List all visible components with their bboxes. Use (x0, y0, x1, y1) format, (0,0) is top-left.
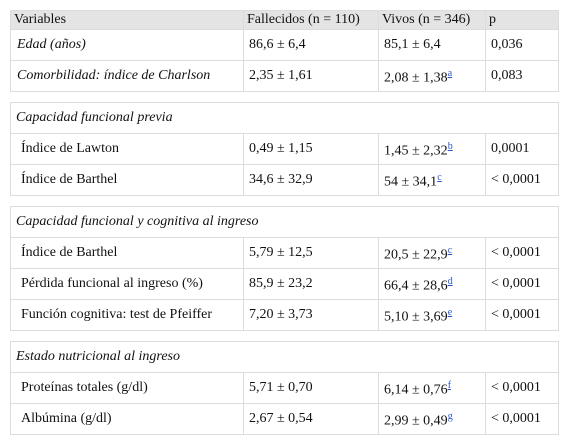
variable-cell: Índice de Lawton (10, 133, 244, 165)
data-row: Índice de Barthel 34,6 ± 32,9 54 ± 34,1c < … (10, 164, 559, 196)
fallecidos-cell: 34,6 ± 32,9 (243, 164, 379, 196)
header-cell: Variables (10, 10, 244, 30)
data-row: Comorbilidad: índice de Charlson 2,35 ± 1… (10, 60, 559, 92)
fallecidos-cell: 5,79 ± 12,5 (243, 237, 379, 269)
vivos-cell: 1,45 ± 2,32b (378, 133, 486, 165)
footnote-link[interactable]: d (447, 275, 453, 287)
p-cell: 0,036 (485, 29, 559, 61)
vivos-cell: 85,1 ± 6,4 (378, 29, 486, 61)
header-cell: p (485, 10, 559, 30)
p-cell: 0,083 (485, 60, 559, 92)
data-row: Pérdida funcional al ingreso (%) 85,9 ± 2… (10, 268, 559, 300)
table-body: Edad (años) 86,6 ± 6,4 85,1 ± 6,4 0,036 Como… (10, 29, 559, 435)
fallecidos-cell: 7,20 ± 3,73 (243, 299, 379, 331)
footnote-ref: d (448, 274, 453, 287)
vivos-value: 66,4 ± 28,6 (384, 278, 448, 294)
header-row: Variables Fallecidos (n = 110) Vivos (n … (10, 10, 559, 30)
fallecidos-cell: 86,6 ± 6,4 (243, 29, 379, 61)
vivos-cell: 2,99 ± 0,49g (378, 403, 486, 435)
spacer-cell (10, 91, 559, 103)
fallecidos-cell: 85,9 ± 23,2 (243, 268, 379, 300)
p-cell: 0,0001 (485, 133, 559, 165)
footnote-link[interactable]: f (447, 379, 452, 391)
results-table: Variables Fallecidos (n = 110) Vivos (n … (10, 10, 559, 435)
footnote-ref: e (448, 305, 452, 318)
data-row: Índice de Barthel 5,79 ± 12,5 20,5 ± 22,9c… (10, 237, 559, 269)
variable-cell: Índice de Barthel (10, 237, 244, 269)
header-cell: Vivos (n = 346) (378, 10, 486, 30)
vivos-cell: 20,5 ± 22,9c (378, 237, 486, 269)
section-title: Capacidad funcional y cognitiva al ingre… (10, 206, 559, 238)
p-cell: < 0,0001 (485, 299, 559, 331)
vivos-value: 2,08 ± 1,38 (384, 70, 448, 86)
data-row: Índice de Lawton 0,49 ± 1,15 1,45 ± 2,32b 0… (10, 133, 559, 165)
section-title: Estado nutricional al ingreso (10, 341, 559, 373)
fallecidos-cell: 0,49 ± 1,15 (243, 133, 379, 165)
footnote-link[interactable]: e (447, 306, 453, 318)
fallecidos-cell: 5,71 ± 0,70 (243, 372, 379, 404)
spacer-cell (10, 330, 559, 342)
variable-cell: Edad (años) (10, 29, 244, 61)
footnote-ref: a (448, 66, 452, 79)
p-cell: < 0,0001 (485, 237, 559, 269)
footnote-ref: f (448, 378, 451, 391)
vivos-cell: 6,14 ± 0,76f (378, 372, 486, 404)
section-row: Capacidad funcional previa (10, 102, 559, 134)
footnote-link[interactable]: a (447, 67, 453, 79)
fallecidos-cell: 2,35 ± 1,61 (243, 60, 379, 92)
footnote-link[interactable]: c (447, 244, 453, 256)
vivos-cell: 66,4 ± 28,6d (378, 268, 486, 300)
footnote-ref: c (448, 243, 452, 256)
variable-cell: Proteínas totales (g/dl) (10, 372, 244, 404)
variable-cell: Pérdida funcional al ingreso (%) (10, 268, 244, 300)
vivos-cell: 5,10 ± 3,69e (378, 299, 486, 331)
p-cell: < 0,0001 (485, 268, 559, 300)
data-row: Función cognitiva: test de Pfeiffer 7,20 … (10, 299, 559, 331)
spacer-row (10, 91, 559, 103)
section-title: Capacidad funcional previa (10, 102, 559, 134)
data-row: Albúmina (g/dl) 2,67 ± 0,54 2,99 ± 0,49g < … (10, 403, 559, 435)
variable-cell: Albúmina (g/dl) (10, 403, 244, 435)
p-cell: < 0,0001 (485, 372, 559, 404)
p-cell: < 0,0001 (485, 403, 559, 435)
fallecidos-cell: 2,67 ± 0,54 (243, 403, 379, 435)
footnote-link[interactable]: c (437, 171, 442, 183)
variable-cell: Función cognitiva: test de Pfeiffer (10, 299, 244, 331)
data-row: Proteínas totales (g/dl) 5,71 ± 0,70 6,14 … (10, 372, 559, 404)
vivos-value: 85,1 ± 6,4 (384, 37, 441, 52)
vivos-cell: 2,08 ± 1,38a (378, 60, 486, 92)
p-cell: < 0,0001 (485, 164, 559, 196)
spacer-row (10, 330, 559, 342)
vivos-cell: 54 ± 34,1c (378, 164, 486, 196)
footnote-ref: b (448, 139, 453, 152)
vivos-value: 5,10 ± 3,69 (384, 309, 448, 325)
vivos-value: 54 ± 34,1 (384, 174, 438, 190)
vivos-value: 20,5 ± 22,9 (384, 247, 448, 263)
footnote-ref: g (448, 409, 453, 422)
data-row: Edad (años) 86,6 ± 6,4 85,1 ± 6,4 0,036 (10, 29, 559, 61)
section-row: Estado nutricional al ingreso (10, 341, 559, 373)
vivos-value: 2,99 ± 0,49 (384, 413, 448, 429)
section-row: Capacidad funcional y cognitiva al ingre… (10, 206, 559, 238)
footnote-link[interactable]: b (447, 140, 453, 152)
variable-cell: Índice de Barthel (10, 164, 244, 196)
footnote-ref: c (437, 170, 441, 183)
spacer-row (10, 195, 559, 207)
footnote-link[interactable]: g (447, 410, 453, 422)
spacer-cell (10, 195, 559, 207)
header-cell: Fallecidos (n = 110) (243, 10, 379, 30)
variable-cell: Comorbilidad: índice de Charlson (10, 60, 244, 92)
vivos-value: 6,14 ± 0,76 (384, 382, 448, 398)
vivos-value: 1,45 ± 2,32 (384, 143, 448, 159)
